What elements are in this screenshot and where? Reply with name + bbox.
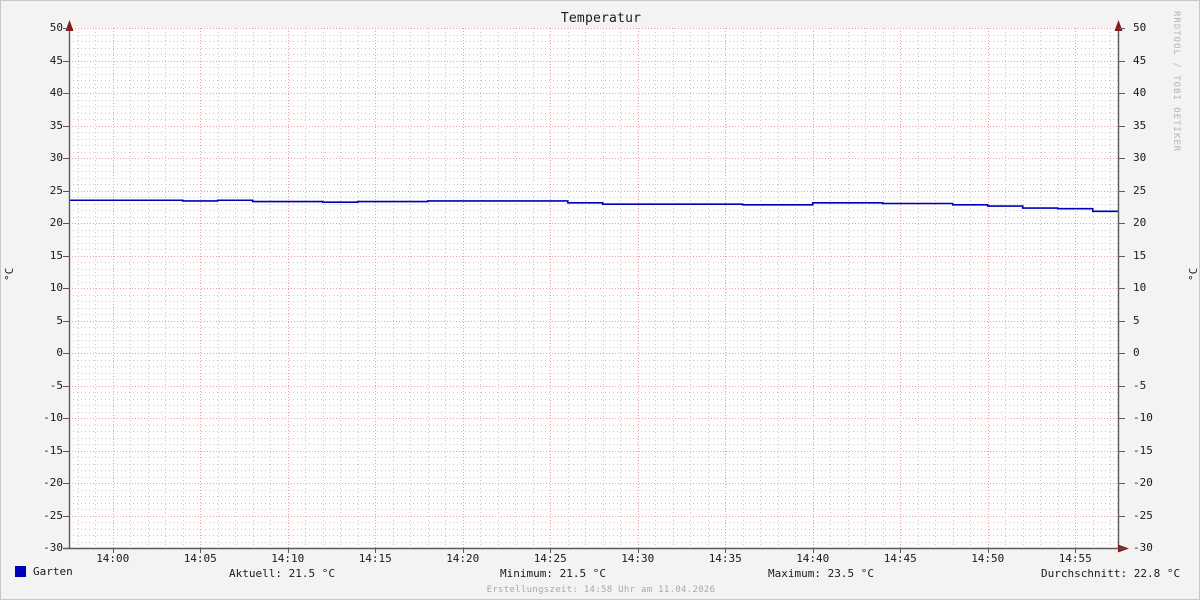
plot-svg (69, 28, 1119, 548)
y-axis-tick-left: -5 (49, 378, 63, 392)
legend-color-swatch-icon (15, 566, 26, 577)
y-axis-tick-left: -20 (43, 476, 63, 489)
stat-durchschnitt: Durchschnitt: 22.8 °C (1041, 567, 1181, 580)
x-axis-tick: 14:25 (533, 552, 567, 565)
x-axis-tick: 14:40 (796, 552, 830, 565)
y-axis-tick-right: -15 (1133, 443, 1153, 457)
major-gridlines (69, 28, 1119, 548)
data-series-garten (69, 199, 1119, 214)
y-axis-tick-right: -10 (1133, 411, 1153, 424)
page-title: Temperatur (560, 11, 642, 26)
legend-item-label: Garten (33, 565, 73, 578)
y-axis-tick-right: 15 (1133, 248, 1147, 262)
y-axis-tick-right: 45 (1133, 53, 1147, 67)
x-axis-tick: 14:00 (96, 552, 130, 565)
y-axis-tick-left: 40 (49, 86, 63, 99)
y-axis-tick-right: 20 (1133, 216, 1147, 229)
y-axis-tick-left: 45 (49, 53, 63, 67)
y-axis-tick-left: 10 (49, 281, 63, 294)
y-axis-tick-right: 40 (1133, 86, 1147, 99)
stat-minimum: Minimum: 21.5 °C (500, 567, 606, 580)
stat-aktuell: Aktuell: 21.5 °C (229, 567, 335, 580)
y-axis-tick-left: 5 (56, 313, 63, 327)
y-axis-tick-left: 20 (49, 216, 63, 229)
y-axis-tick-left: -25 (43, 508, 63, 522)
x-axis-tick: 14:10 (271, 552, 305, 565)
y-axis-tick-left: 35 (49, 118, 63, 132)
x-axis-tick: 14:15 (358, 552, 392, 565)
x-axis-tick: 14:55 (1058, 552, 1092, 565)
plot-area (69, 28, 1119, 548)
y-axis-tick-right: -25 (1133, 508, 1153, 522)
stat-maximum: Maximum: 23.5 °C (768, 567, 874, 580)
y-axis-tick-left: 25 (49, 183, 63, 197)
x-axis-tick: 14:20 (446, 552, 480, 565)
y-axis-tick-left: 30 (49, 151, 63, 164)
y-axis-tick-right: 30 (1133, 151, 1147, 164)
y-axis-tick-right: -20 (1133, 476, 1153, 489)
x-axis-tick: 14:35 (708, 552, 742, 565)
y-axis-tick-right: 35 (1133, 118, 1147, 132)
y-axis-tick-left: 15 (49, 248, 63, 262)
y-axis-tick-left: 50 (49, 21, 63, 34)
x-axis-tick: 14:05 (183, 552, 217, 565)
y-axis-tick-left: 0 (56, 346, 63, 359)
x-axis-tick: 14:45 (883, 552, 917, 565)
creation-timestamp: Erstellungszeit: 14:58 Uhr am 11.04.2026 (486, 585, 716, 595)
y-axis-tick-right: -30 (1133, 541, 1153, 554)
y-axis-tick-left: -10 (43, 411, 63, 424)
x-axis-tick: 14:50 (971, 552, 1005, 565)
rrdtool-watermark: RRDTOOL / TOBI OETIKER (1171, 11, 1181, 153)
y-axis-tick-right: 0 (1133, 346, 1140, 359)
y-axis-tick-right: 50 (1133, 21, 1147, 34)
y-axis-tick-left: -30 (43, 541, 63, 554)
y-axis-label-left: °C (3, 267, 16, 281)
y-axis-tick-right: 5 (1133, 313, 1140, 327)
legend-item-garten[interactable]: Garten (15, 565, 73, 578)
x-axis-arrow (1118, 544, 1129, 553)
y-axis-tick-right: -5 (1133, 378, 1147, 392)
y-axis-tick-left: -15 (43, 443, 63, 457)
y-axis-label-right: °C (1187, 267, 1200, 281)
footer: Garten Aktuell: 21.5 °C Minimum: 21.5 °C… (1, 563, 1199, 599)
y-axis-tick-right: 10 (1133, 281, 1147, 294)
legend: Garten Aktuell: 21.5 °C Minimum: 21.5 °C… (1, 563, 1199, 583)
x-axis-tick: 14:30 (621, 552, 655, 565)
y-axis-tick-right: 25 (1133, 183, 1147, 197)
